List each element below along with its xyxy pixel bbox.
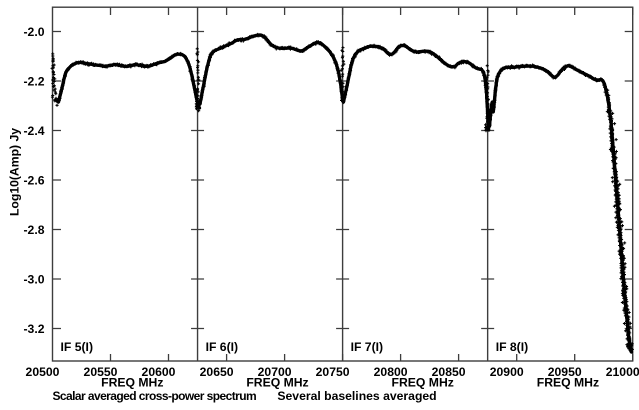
svg-text:FREQ MHz: FREQ MHz (246, 376, 308, 390)
svg-text:IF 5(I): IF 5(I) (61, 340, 94, 354)
svg-text:IF 6(I): IF 6(I) (206, 340, 239, 354)
svg-text:20650: 20650 (200, 365, 234, 379)
svg-text:21000: 21000 (606, 365, 639, 379)
svg-text:FREQ MHz: FREQ MHz (101, 376, 163, 390)
svg-text:20750: 20750 (316, 365, 350, 379)
svg-text:-3.0: -3.0 (23, 272, 44, 286)
svg-text:IF 7(I): IF 7(I) (351, 340, 384, 354)
svg-text:-2.0: -2.0 (23, 25, 44, 39)
svg-text:20700: 20700 (258, 365, 292, 379)
svg-text:20900: 20900 (490, 365, 524, 379)
svg-text:-2.6: -2.6 (23, 173, 44, 187)
svg-text:20950: 20950 (548, 365, 582, 379)
svg-text:20500: 20500 (26, 365, 60, 379)
svg-text:20850: 20850 (432, 365, 466, 379)
svg-text:Log10(Amp) Jy: Log10(Amp) Jy (8, 128, 22, 216)
svg-text:Several baselines averaged: Several baselines averaged (277, 389, 436, 403)
svg-text:20550: 20550 (84, 365, 118, 379)
svg-text:FREQ MHz: FREQ MHz (392, 376, 454, 390)
svg-text:-2.4: -2.4 (23, 124, 44, 138)
svg-text:-3.2: -3.2 (23, 322, 44, 336)
svg-text:FREQ MHz: FREQ MHz (537, 376, 599, 390)
svg-text:-2.2: -2.2 (23, 74, 44, 88)
svg-text:20600: 20600 (142, 365, 176, 379)
svg-text:-2.8: -2.8 (23, 223, 44, 237)
svg-text:Scalar averaged cross-power sp: Scalar averaged cross-power spectrum (53, 389, 257, 403)
svg-text:20800: 20800 (374, 365, 408, 379)
svg-text:IF 8(I): IF 8(I) (496, 340, 529, 354)
